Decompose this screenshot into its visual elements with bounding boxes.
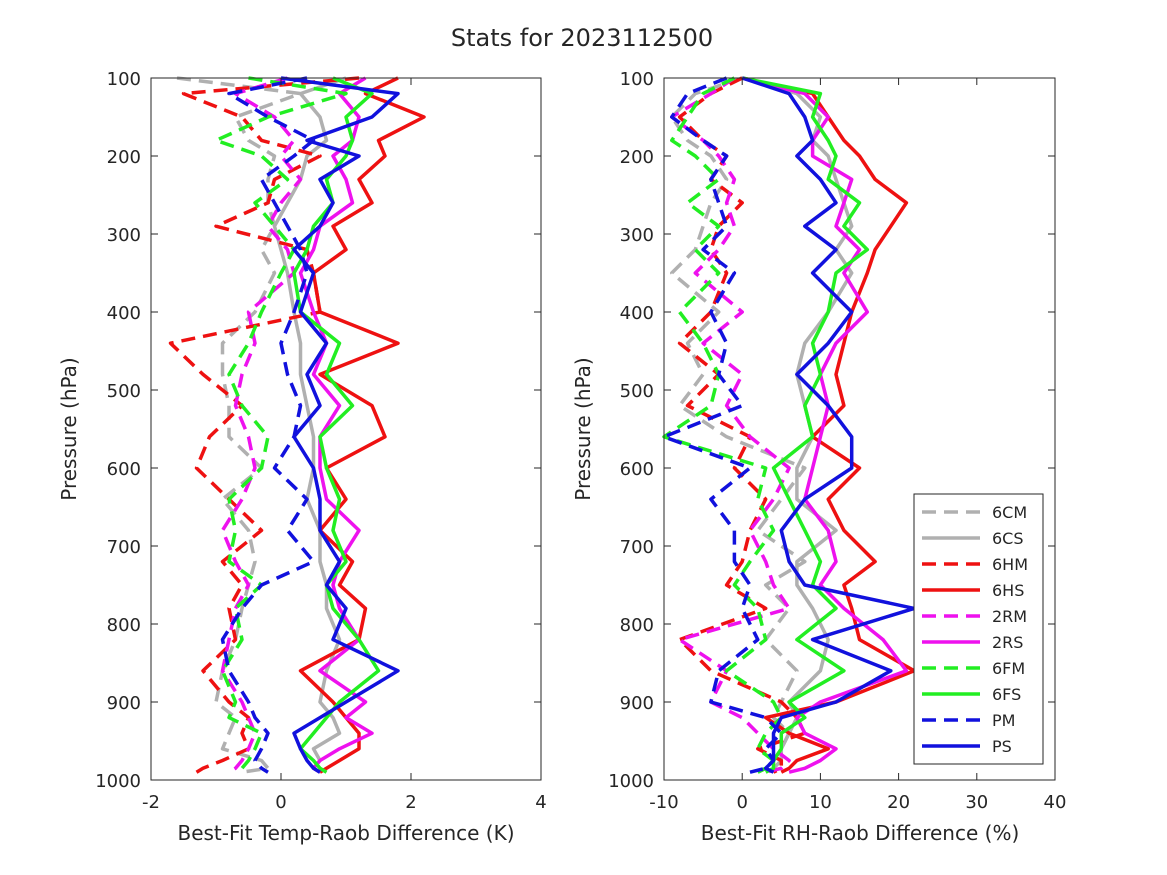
rh-y-tick-label: 800	[620, 615, 654, 636]
temp-panel: -2 0 2 4 100 200 300 400 500 600 700 800 900 1000 Bes…	[57, 69, 547, 845]
rh-y-tick-label: 1000	[608, 771, 654, 792]
legend-label-ps: PS	[992, 737, 1012, 756]
temp-y-tick-label: 200	[107, 147, 141, 168]
rh-x-tick-label: -10	[649, 792, 678, 813]
temp-y-tick-label: 400	[107, 303, 141, 324]
rh-series-pm-line	[662, 76, 784, 774]
temp-y-tick-label: 800	[107, 615, 141, 636]
rh-series-6hs-line	[741, 76, 916, 774]
temp-series-2rm-line	[220, 76, 303, 774]
rh-x-tick-label: 40	[1044, 792, 1067, 813]
legend-label-6hs: 6HS	[992, 581, 1024, 600]
legend-label-6hm: 6HM	[992, 555, 1028, 574]
rh-series-ps-line	[741, 76, 916, 774]
temp-x-axis-label: Best-Fit Temp-Raob Difference (K)	[177, 821, 514, 845]
rh-series-group	[662, 76, 916, 774]
temp-series-2rs-line	[298, 76, 374, 774]
temp-y-tick-label: 500	[107, 381, 141, 402]
legend-box	[913, 493, 1044, 765]
rh-y-tick-label: 700	[620, 537, 654, 558]
rh-axes-box	[663, 77, 1056, 781]
rh-y-tick-label: 600	[620, 459, 654, 480]
rh-series-6cm-line	[670, 76, 807, 774]
rh-y-tick-label: 200	[620, 147, 654, 168]
temp-y-tick-label: 700	[107, 537, 141, 558]
rh-y-axis-label: Pressure (hPa)	[571, 357, 595, 500]
rh-series-6fs-line	[741, 76, 870, 774]
figure-title: Stats for 2023112500	[451, 24, 713, 52]
temp-series-ps-line	[280, 76, 400, 774]
rh-panel: -10 0 10 20 30 40 100 200 300 400 500 600 700 800 900 1…	[571, 69, 1066, 845]
rh-x-tick-label: 30	[965, 792, 988, 813]
rh-y-tick-label: 900	[620, 693, 654, 714]
temp-series-6hm-line	[168, 76, 360, 774]
legend-label-2rs: 2RS	[992, 633, 1023, 652]
legend-label-6cs: 6CS	[992, 529, 1024, 548]
temp-x-tick-label: 2	[405, 792, 416, 813]
legend-label-2rm: 2RM	[992, 607, 1027, 626]
temp-y-tick-label: 1000	[95, 771, 141, 792]
legend-label-6cm: 6CM	[992, 503, 1027, 522]
rh-ticks-group: -10 0 10 20 30 40 100 200 300 400 500 600 700 800 900 1…	[608, 69, 1066, 813]
rh-series-2rm-line	[670, 76, 791, 774]
legend: 6CM 6CS 6HM 6HS 2RM 2RS 6FM 6FS PM PS	[913, 493, 1044, 765]
temp-y-tick-label: 900	[107, 693, 141, 714]
temp-axes-box	[150, 77, 542, 781]
temp-y-tick-label: 600	[107, 459, 141, 480]
temp-x-tick-label: 0	[275, 792, 286, 813]
rh-y-tick-label: 300	[620, 225, 654, 246]
temp-series-6fm-line	[214, 76, 348, 774]
rh-series-6cs-line	[741, 76, 854, 773]
rh-x-tick-label: 20	[887, 792, 910, 813]
rh-x-tick-label: 10	[809, 792, 832, 813]
rh-x-tick-label: 0	[736, 792, 747, 813]
temp-series-6cs-line	[272, 76, 347, 774]
temp-y-tick-label: 300	[107, 225, 141, 246]
rh-y-tick-label: 100	[620, 69, 654, 90]
temp-x-tick-label: 4	[535, 792, 546, 813]
temp-ticks-group: -2 0 2 4 100 200 300 400 500 600 700 800 900 1000	[95, 69, 547, 813]
rh-x-axis-label: Best-Fit RH-Raob Difference (%)	[701, 821, 1020, 845]
temp-x-tick-label: -2	[142, 792, 160, 813]
temp-series-pm-line	[220, 76, 316, 774]
rh-y-tick-label: 500	[620, 381, 654, 402]
legend-label-pm: PM	[992, 711, 1015, 730]
temp-y-tick-label: 100	[107, 69, 141, 90]
temp-series-group	[168, 76, 426, 774]
rh-y-tick-label: 400	[620, 303, 654, 324]
legend-label-6fs: 6FS	[992, 685, 1021, 704]
temp-y-axis-label: Pressure (hPa)	[57, 357, 81, 500]
legend-label-6fm: 6FM	[992, 659, 1025, 678]
